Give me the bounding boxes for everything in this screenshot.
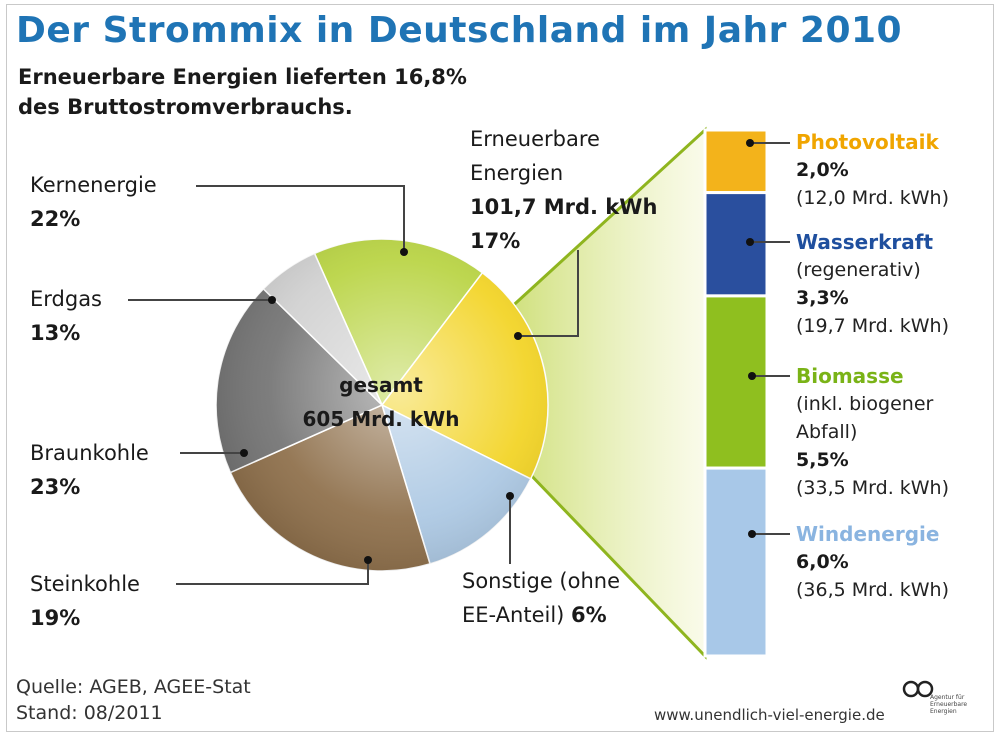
ee-label-photovoltaik: Photovoltaik 2,0% (12,0 Mrd. kWh) xyxy=(796,128,949,212)
ee-bio-amount: (33,5 Mrd. kWh) xyxy=(796,477,950,499)
label-sonstige-pct: 6% xyxy=(571,603,607,627)
dot-sonst xyxy=(506,492,514,500)
subtitle-line-1: Erneuerbare Energien lieferten 16,8% xyxy=(18,65,467,89)
label-sonstige: Sonstige (ohne EE-Anteil) 6% xyxy=(462,564,620,632)
ee-wasser-name: Wasserkraft xyxy=(796,230,934,254)
logo-text: Agentur für Erneuerbare Energien xyxy=(930,694,968,715)
label-sonstige-line-2: EE-Anteil) xyxy=(462,603,565,627)
ee-bio-name: Biomasse xyxy=(796,364,904,388)
label-erneuerbare-amount: 101,7 Mrd. kWh xyxy=(470,195,658,219)
ee-pv-pct: 2,0% xyxy=(796,159,849,181)
pie-center-label: gesamt 605 Mrd. kWh xyxy=(286,368,476,436)
ee-wasser-pct: 3,3% xyxy=(796,287,849,309)
label-kernenergie: Kernenergie 22% xyxy=(30,168,157,236)
website-link[interactable]: www.unendlich-viel-energie.de xyxy=(654,706,885,724)
source-note: Quelle: AGEB, AGEE-Stat Stand: 08/2011 xyxy=(16,674,251,726)
label-steinkohle-name: Steinkohle xyxy=(30,572,140,596)
ee-wasser-amount: (19,7 Mrd. kWh) xyxy=(796,315,950,337)
date-text: Stand: 08/2011 xyxy=(16,702,163,724)
ee-bio-sub-2: Abfall) xyxy=(796,421,858,443)
label-erneuerbare: Erneuerbare Energien 101,7 Mrd. kWh 17% xyxy=(470,122,657,258)
dot-kern xyxy=(400,248,408,256)
leader-stein xyxy=(176,560,369,585)
leader-kern xyxy=(196,185,405,252)
pie-shading xyxy=(216,239,548,571)
label-erdgas-name: Erdgas xyxy=(30,287,103,311)
ee-wind-amount: (36,5 Mrd. kWh) xyxy=(796,579,950,601)
bar-segment-wasserkraft xyxy=(703,191,769,298)
label-erdgas: Erdgas 13% xyxy=(30,282,102,350)
dot-bio xyxy=(748,372,756,380)
ee-bio-sub-1: (inkl. biogener xyxy=(796,393,934,415)
dot-stein xyxy=(364,556,372,564)
ee-wind-pct: 6,0% xyxy=(796,551,849,573)
label-steinkohle: Steinkohle 19% xyxy=(30,567,140,635)
dot-erdgas xyxy=(268,296,276,304)
bar-segment-biomasse xyxy=(703,294,769,470)
label-erneuerbare-line-1: Erneuerbare xyxy=(470,127,600,151)
label-erneuerbare-pct: 17% xyxy=(470,229,521,253)
chart-title: Der Strommix in Deutschland im Jahr 2010 xyxy=(16,10,903,51)
ee-pv-name: Photovoltaik xyxy=(796,130,939,154)
ee-label-wasserkraft: Wasserkraft (regenerativ) 3,3% (19,7 Mrd… xyxy=(796,228,949,340)
chart-frame xyxy=(6,4,994,732)
label-kernenergie-name: Kernenergie xyxy=(30,173,157,197)
dot-wind xyxy=(748,530,756,538)
label-erdgas-pct: 13% xyxy=(30,321,81,345)
label-braunkohle-name: Braunkohle xyxy=(30,441,149,465)
label-braunkohle-pct: 23% xyxy=(30,475,81,499)
ee-label-biomasse: Biomasse (inkl. biogener Abfall) 5,5% (3… xyxy=(796,362,949,502)
logo-icon xyxy=(902,680,934,698)
dot-wasser xyxy=(746,238,754,246)
pie-center-line-1: gesamt xyxy=(339,373,423,397)
bar-segment-windenergie xyxy=(703,466,769,658)
ee-wasser-sub: (regenerativ) xyxy=(796,259,921,281)
leader-ee xyxy=(520,250,579,337)
dot-ee xyxy=(514,332,522,340)
ee-pv-amount: (12,0 Mrd. kWh) xyxy=(796,187,950,209)
ee-label-windenergie: Windenergie 6,0% (36,5 Mrd. kWh) xyxy=(796,520,949,604)
label-sonstige-line-1: Sonstige (ohne xyxy=(462,569,621,593)
chart-subtitle: Erneuerbare Energien lieferten 16,8% des… xyxy=(18,62,467,122)
dot-pv xyxy=(746,139,754,147)
ee-bio-pct: 5,5% xyxy=(796,449,849,471)
pie-center-line-2: 605 Mrd. kWh xyxy=(302,407,460,431)
label-kernenergie-pct: 22% xyxy=(30,207,81,231)
label-erneuerbare-line-2: Energien xyxy=(470,161,564,185)
subtitle-line-2: des Bruttostromverbrauchs. xyxy=(18,95,353,119)
label-steinkohle-pct: 19% xyxy=(30,606,81,630)
source-text: Quelle: AGEB, AGEE-Stat xyxy=(16,676,251,698)
dot-braun xyxy=(240,449,248,457)
bar-segment-photovoltaik xyxy=(703,128,769,195)
label-braunkohle: Braunkohle 23% xyxy=(30,436,149,504)
ee-wind-name: Windenergie xyxy=(796,522,940,546)
